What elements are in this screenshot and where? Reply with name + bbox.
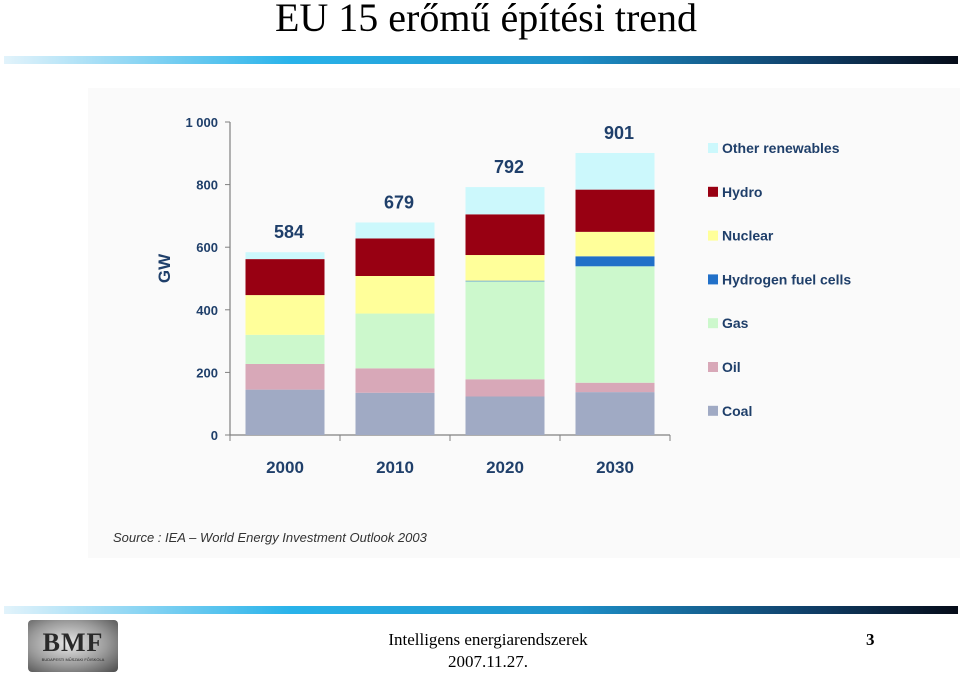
bar-segment-coal [355, 392, 435, 435]
bar-segment-hydro [575, 189, 655, 232]
y-tick-label: 1 000 [185, 115, 218, 130]
bar-segment-nuclear [355, 275, 435, 314]
bar-total-label: 679 [384, 192, 414, 212]
bar-segment-hydro [355, 238, 435, 276]
x-category-label: 2000 [266, 458, 304, 477]
bar-segment-hydrogen-fuel-cells [465, 280, 545, 282]
legend-label: Nuclear [722, 228, 774, 244]
page-number: 3 [866, 630, 875, 649]
bar-segment-coal [245, 389, 325, 435]
x-category-label: 2020 [486, 458, 524, 477]
y-tick-label: 0 [211, 428, 218, 443]
bottom-divider [4, 606, 958, 614]
bar-segment-hydro [245, 259, 325, 296]
slide-title: EU 15 erőmű építési trend [274, 0, 698, 40]
bar-segment-oil [465, 379, 545, 397]
bar-segment-hydrogen-fuel-cells [575, 256, 655, 267]
y-tick-label: 400 [196, 303, 218, 318]
source-note: Source : IEA – World Energy Investment O… [113, 530, 427, 545]
footer-date: 2007.11.27. [447, 652, 529, 671]
stacked-bar-chart: 0 200 400 600 800 1 000 GW 2000 584 2010 679 2020 79… [155, 115, 851, 477]
legend-swatch [708, 143, 718, 153]
bar-segment-nuclear [245, 295, 325, 335]
legend-swatch [708, 405, 718, 416]
bar-segment-gas [575, 266, 655, 383]
bar-segment-nuclear [575, 231, 655, 257]
bmf-logo: BMF BUDAPESTI MŰSZAKI FŐISKOLA [28, 620, 118, 672]
bar-total-label: 584 [274, 222, 304, 242]
legend-label: Gas [722, 315, 749, 331]
legend-label: Hydrogen fuel cells [722, 271, 851, 287]
legend-swatch [708, 186, 718, 197]
bar-segment-gas [465, 281, 545, 380]
bar-segment-oil [245, 363, 325, 390]
bar-total-label: 792 [494, 157, 524, 177]
legend-label: Oil [722, 359, 741, 375]
bar-segment-coal [575, 392, 655, 435]
y-tick-label: 600 [196, 240, 218, 255]
legend-label: Other renewables [722, 140, 840, 156]
legend-swatch [708, 362, 718, 372]
bar-segment-gas [245, 334, 325, 364]
bar-segment-coal [465, 396, 545, 435]
x-category-label: 2030 [596, 458, 634, 477]
bar-segment-other-renewables [245, 252, 325, 260]
bar-segment-gas [355, 313, 435, 369]
bar-segment-nuclear [465, 255, 545, 281]
bar-segment-other-renewables [465, 187, 545, 215]
legend-label: Hydro [722, 184, 762, 200]
legend-label: Coal [722, 403, 752, 419]
legend-swatch [708, 230, 718, 241]
bar-segment-oil [575, 382, 655, 393]
footer-title: Intelligens energiarendszerek [388, 630, 588, 649]
bar-total-label: 901 [604, 123, 634, 143]
logo-text: BMF [42, 628, 104, 657]
legend-swatch [708, 318, 718, 329]
legend-swatch [708, 274, 718, 285]
y-axis-label: GW [155, 253, 174, 283]
x-category-label: 2010 [376, 458, 414, 477]
bar-segment-other-renewables [575, 152, 655, 190]
bar-segment-oil [355, 368, 435, 393]
bar-segment-hydro [465, 214, 545, 256]
logo-subtext: BUDAPESTI MŰSZAKI FŐISKOLA [41, 657, 105, 662]
y-tick-label: 200 [196, 365, 218, 380]
top-divider [4, 56, 958, 64]
bar-segment-other-renewables [355, 222, 435, 239]
y-tick-label: 800 [196, 178, 218, 193]
